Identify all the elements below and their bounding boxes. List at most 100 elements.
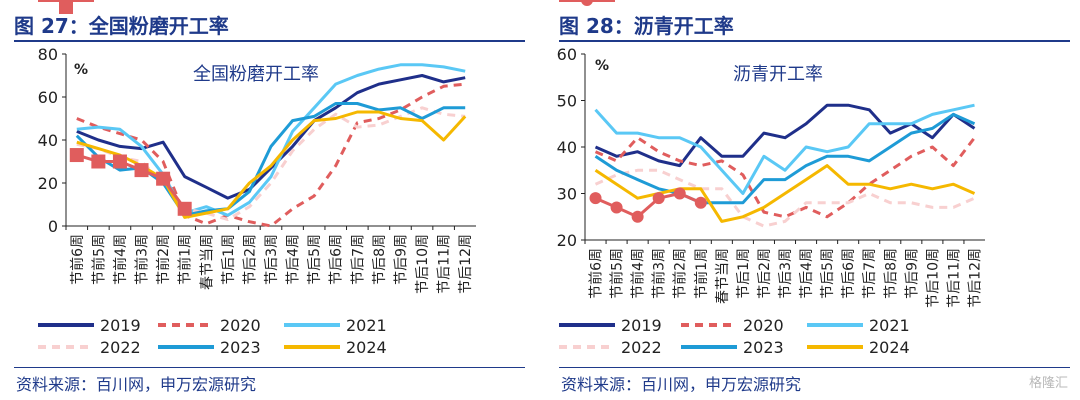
left-y-tick-label: 60: [38, 88, 58, 107]
left-series-2025-point: [177, 201, 192, 216]
right-y-tick-label: 60: [557, 45, 577, 64]
left-x-tick-label: 节后12周: [458, 234, 474, 294]
left-series-2025-point: [156, 171, 171, 186]
right-x-tick-label: 节后8周: [883, 248, 899, 299]
left-x-tick-label: 节后1周: [221, 234, 237, 285]
right-y-tick-label: 30: [557, 185, 577, 204]
left-unit-label: %: [74, 62, 88, 78]
right-legend-2022-label: 2022: [621, 338, 662, 357]
right-figure-title: 图 28：沥青开工率: [559, 14, 734, 38]
left-x-tick-label: 节后4周: [286, 234, 302, 285]
left-x-tick-label: 节前3周: [134, 234, 151, 285]
right-series-2025-point: [652, 192, 665, 205]
right-x-tick-label: 节后11周: [946, 248, 962, 308]
right-x-tick-label: 节后6周: [841, 248, 857, 299]
left-x-tick-label: 节后3周: [264, 234, 280, 285]
left-series-2020-line: [76, 82, 466, 228]
right-source-rule: [559, 367, 1070, 368]
left-x-tick-label: 节前5周: [90, 234, 107, 285]
left-series-2021-line: [76, 63, 466, 217]
left-figure-title: 图 27：全国粉磨开工率: [14, 14, 229, 38]
right-x-tick-label: 节前6周: [588, 248, 605, 299]
right-series-2025-point: [610, 201, 623, 214]
left-x-tick-label: 节后5周: [307, 234, 323, 285]
right-legend-2024-label: 2024: [869, 338, 910, 357]
left-legend-2022-label: 2022: [100, 338, 141, 357]
right-x-tick-label: 节后4周: [799, 248, 815, 299]
right-x-tick-label: 春节当周: [715, 248, 731, 304]
right-series-2023-line: [594, 112, 976, 205]
right-legend-2023-label: 2023: [743, 338, 784, 357]
left-x-tick-label: 节前6周: [69, 234, 86, 285]
left-x-tick-label: 节后6周: [329, 234, 345, 285]
left-x-tick-label: 节后8周: [372, 234, 388, 285]
right-x-tick-label: 节后12周: [967, 248, 983, 308]
left-series-2025-point: [112, 154, 127, 169]
right-x-tick-label: 节后10周: [925, 248, 941, 308]
right-legend-2021-label: 2021: [869, 316, 910, 335]
right-x-tick-label: 节前2周: [672, 248, 689, 299]
right-panel: 图 28：沥青开工率 20 30 40 50 60 节前6周 节前5周 节前4周 节前3周 节前2…: [545, 0, 1080, 400]
left-legend-2025-marker: [59, 0, 73, 14]
left-legend-2020-label: 2020: [220, 316, 261, 335]
right-x-tick-label: 节后9周: [904, 248, 920, 299]
left-x-tick-label: 春节当周: [199, 234, 215, 290]
left-series-2025-point: [91, 154, 106, 169]
left-series-2022-line: [76, 106, 466, 222]
right-x-tick-label: 节后2周: [757, 248, 773, 299]
right-series-2025-point: [694, 196, 707, 209]
right-x-tick-label: 节前3周: [651, 248, 668, 299]
left-y-tick-label: 80: [38, 45, 58, 64]
left-panel: 图 27：全国粉磨开工率 0 20 40 60 80 节前6周 节前5周 节前4周 节前3周 节前…: [0, 0, 535, 400]
right-series-2021-line: [594, 103, 975, 195]
right-series-2025-point: [631, 210, 644, 223]
right-unit-label: %: [595, 58, 609, 74]
left-x-tick-label: 节前4周: [112, 234, 129, 285]
left-x-tick-label: 节后7周: [350, 234, 366, 285]
left-y-tick-label: 0: [48, 217, 58, 236]
left-y-tick-label: 20: [38, 174, 58, 193]
watermark: 格隆汇: [1028, 376, 1068, 391]
right-y-tick-label: 50: [557, 92, 577, 111]
right-series-2022-line: [594, 168, 976, 228]
right-x-tick-label: 节前5周: [609, 248, 626, 299]
left-x-tick-label: 节后10周: [415, 234, 431, 294]
left-x-tick-label: 节前1周: [177, 234, 194, 285]
left-legend-2019-label: 2019: [100, 316, 141, 335]
left-x-tick-label: 节前2周: [155, 234, 172, 285]
right-legend-2020-label: 2020: [743, 316, 784, 335]
right-series-2020-line: [594, 136, 976, 219]
left-x-tick-label: 节后11周: [437, 234, 453, 294]
right-legend-2019-label: 2019: [621, 316, 662, 335]
right-x-tick-label: 节后5周: [820, 248, 836, 299]
left-series-2025-point: [134, 163, 149, 178]
left-series-2025-point: [69, 148, 84, 163]
right-title-rule: [559, 40, 1070, 42]
left-x-tick-label: 节后9周: [393, 234, 409, 285]
left-source: 资料来源：百川网，申万宏源研究: [16, 375, 257, 394]
right-series-2024-line: [594, 164, 976, 223]
left-inner-title: 全国粉磨开工率: [193, 64, 319, 85]
right-series-2025-point: [673, 187, 686, 200]
right-x-tick-label: 节前4周: [630, 248, 647, 299]
right-legend-2025-marker: [581, 0, 593, 6]
right-series-2025-point: [589, 192, 602, 205]
left-legend-2021-label: 2021: [346, 316, 387, 335]
right-x-tick-label: 节后1周: [736, 248, 752, 299]
right-x-tick-label: 节前1周: [693, 248, 710, 299]
right-y-tick-label: 40: [557, 138, 577, 157]
left-source-rule: [14, 367, 525, 368]
left-y-tick-label: 40: [38, 131, 58, 150]
right-legend-2025-label: 2025: [621, 0, 662, 4]
right-y-tick-label: 20: [557, 231, 577, 250]
left-x-tick-label: 节后2周: [242, 234, 258, 285]
right-source: 资料来源：百川网，申万宏源研究: [561, 375, 802, 394]
right-x-tick-label: 节后3周: [778, 248, 794, 299]
left-title-rule: [14, 40, 525, 42]
right-x-tick-label: 节后7周: [862, 248, 878, 299]
left-legend-2024-label: 2024: [346, 338, 387, 357]
left-legend-2023-label: 2023: [220, 338, 261, 357]
left-legend-2025-label: 2025: [100, 0, 141, 4]
